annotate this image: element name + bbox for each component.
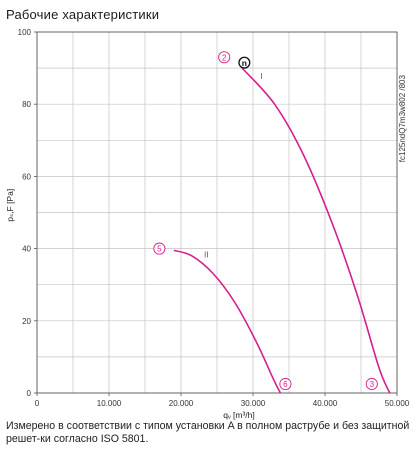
x-tick-label: 30.000 [241,399,266,408]
x-tick-label: 10.000 [97,399,122,408]
curve-2-start-marker: 5 [153,242,166,255]
curve-2-start-marker-label: 5 [157,245,162,254]
x-axis-label: qᵥ [m³/h] [223,410,255,420]
y-tick-label: 0 [27,389,32,398]
operating-point-circle [238,56,251,69]
plot-frame [36,31,398,394]
y-tick-label: 40 [22,245,31,254]
curve-1 [241,67,391,394]
page-title: Рабочие характеристики [6,7,160,22]
curve-2-name: II [204,250,209,260]
curve-2-end-marker-circle [279,377,292,391]
x-tick-label: 20.000 [169,399,194,408]
curve-2-end-marker-label: 6 [283,380,288,389]
curves: III [173,67,391,394]
curve-1-start-marker: 2 [218,51,231,64]
operating-point-label: n [242,58,247,68]
y-axis-label: pₛ,F [Pa] [5,189,15,222]
operating-point: n [238,56,251,69]
curve-2-start-marker-circle [153,242,166,255]
x-tick-label: 50.000 [385,399,410,408]
axis-ticks: 0 10.000 20.000 30.000 40.000 50.000 0 20 40 60 80… [18,28,410,408]
performance-chart: 0 10.000 20.000 30.000 40.000 50.000 0 20 40 60 80… [5,28,410,420]
curve-1-start-marker-circle [218,51,231,64]
y-tick-label: 20 [22,317,31,326]
curve-1-end-marker-circle [365,377,378,391]
y-tick-label: 60 [22,172,31,181]
curve-1-name: I [260,71,262,81]
x-tick-label: 40.000 [313,399,338,408]
y-tick-label: 80 [22,100,31,109]
curve-1-end-marker-label: 3 [370,380,375,389]
y-tick-label: 100 [18,28,32,37]
curve-markers: 2 3 5 6 n [153,51,378,391]
curve-2 [173,249,282,394]
curve-1-start-marker-label: 2 [222,53,227,62]
chart-grid [37,32,397,393]
x-tick-label: 0 [35,399,40,408]
curve-1-end-marker: 3 [365,377,378,391]
curve-2-end-marker: 6 [279,377,292,391]
side-note: fc125ndQ7m3w802 /803 [398,75,407,163]
measurement-caption: Измерено в соответствии с типом установк… [6,420,410,445]
